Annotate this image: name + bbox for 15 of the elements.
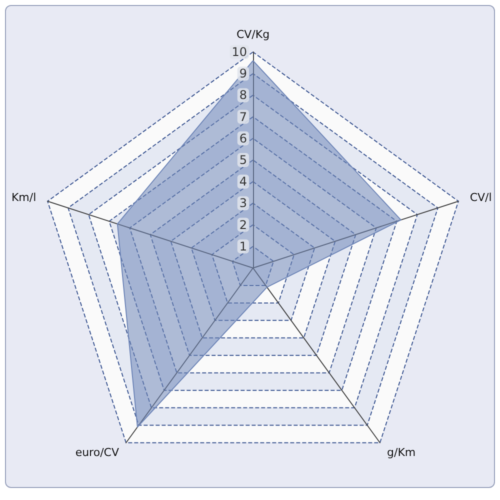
spoke-label: g/Km — [387, 446, 416, 459]
y-tick-label: 10 — [232, 45, 247, 59]
y-tick-label: 3 — [239, 196, 247, 210]
spoke-label: CV/Kg — [236, 28, 270, 41]
y-tick-label: 2 — [239, 218, 247, 232]
y-tick-label: 1 — [239, 239, 247, 254]
y-tick-label: 8 — [239, 88, 247, 102]
spoke-label: CV/l — [470, 191, 492, 204]
y-tick-label: 5 — [239, 153, 247, 167]
y-tick-label: 6 — [239, 131, 247, 146]
y-tick-label: 9 — [239, 66, 247, 81]
y-tick-label: 4 — [239, 174, 247, 189]
spoke-label: Km/l — [11, 191, 36, 204]
y-tick-label: 7 — [239, 110, 247, 124]
spoke-label: euro/CV — [75, 446, 120, 459]
